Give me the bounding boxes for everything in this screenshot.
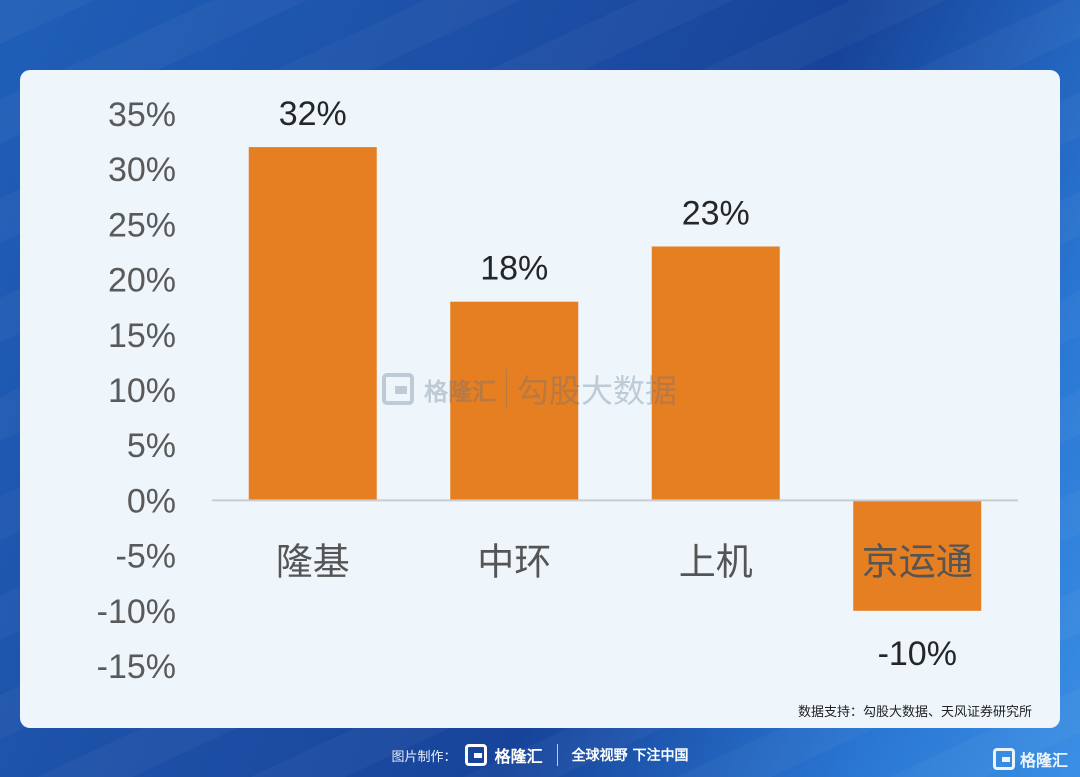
category-label: 京运通	[862, 540, 973, 583]
data-label: 23%	[682, 194, 750, 232]
bar-chart: 35% 30% 25% 20% 15% 10% 5% 0% -5% -10% -15% 32% 18%…	[97, 95, 1018, 686]
y-tick-label: 0%	[127, 482, 176, 520]
corner-brand: 格隆汇	[1019, 751, 1068, 770]
footer-brand: 格隆汇	[494, 747, 543, 766]
bar	[248, 147, 377, 501]
category-label: 中环	[477, 540, 551, 583]
footer: 图片制作： 格隆汇 全球视野 下注中国	[0, 738, 1080, 772]
bar	[450, 301, 579, 501]
y-tick-label: 15%	[108, 317, 176, 355]
footer-slogan: 全球视野 下注中国	[571, 748, 689, 764]
data-label: 32%	[279, 95, 347, 133]
y-axis-ticks: 35% 30% 25% 20% 15% 10% 5% 0% -5% -10% -15%	[97, 96, 176, 686]
y-tick-label: -5%	[116, 538, 176, 576]
chart-panel: 35% 30% 25% 20% 15% 10% 5% 0% -5% -10% -15% 32% 18%…	[20, 70, 1060, 728]
category-labels: 隆基 中环 上机 京运通	[276, 540, 973, 583]
data-label: -10%	[878, 635, 957, 673]
y-tick-label: -10%	[97, 593, 176, 631]
y-tick-label: -15%	[97, 648, 176, 686]
gelonghui-corner-icon	[992, 748, 1015, 770]
bar	[651, 246, 780, 501]
y-tick-label: 25%	[108, 206, 176, 244]
y-tick-label: 30%	[108, 151, 176, 189]
bars	[248, 147, 982, 611]
footer-separator	[556, 744, 558, 766]
category-label: 上机	[679, 540, 753, 583]
corner-logo: 格隆汇	[992, 747, 1068, 771]
data-label: 18%	[480, 250, 548, 288]
y-tick-label: 20%	[108, 262, 176, 300]
bar	[853, 500, 982, 611]
footer-label: 图片制作：	[391, 749, 457, 765]
y-tick-label: 10%	[108, 372, 176, 410]
y-tick-label: 35%	[108, 96, 176, 134]
y-tick-label: 5%	[127, 427, 176, 465]
category-label: 隆基	[276, 540, 350, 583]
gelonghui-logo-icon	[464, 744, 487, 766]
data-labels: 32% 18% 23% -10%	[279, 95, 957, 673]
source-note: 数据支持：勾股大数据、天风证券研究所	[797, 705, 1032, 720]
